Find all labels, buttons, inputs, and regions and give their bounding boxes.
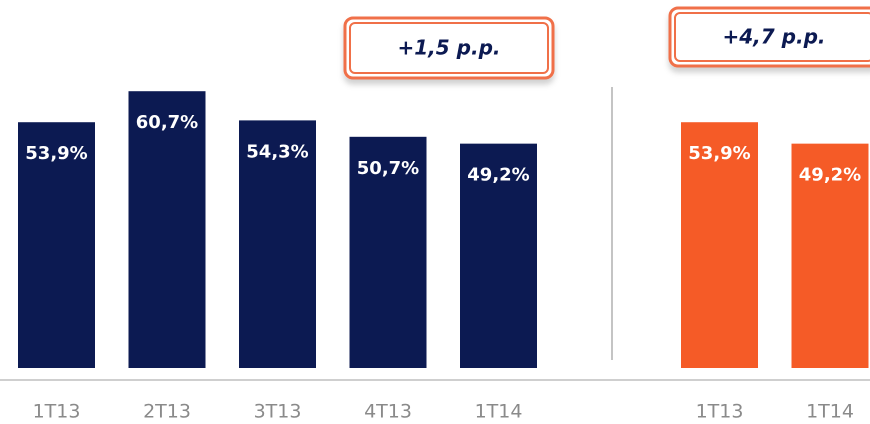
annotation-box-inner: [674, 12, 870, 62]
bar: [239, 120, 316, 368]
value-label: 53,9%: [688, 143, 750, 164]
annotation: +4,7 p.p.: [723, 25, 826, 49]
value-label: 50,7%: [357, 158, 419, 179]
value-label: 53,9%: [25, 143, 87, 164]
bar: [460, 143, 537, 368]
value-label: 49,2%: [799, 165, 861, 186]
value-label: 54,3%: [246, 141, 308, 162]
bar: [681, 122, 758, 368]
bar: [349, 136, 427, 368]
x-tick-label: 1T14: [475, 401, 523, 423]
annotation-box-inner: [349, 22, 549, 74]
x-tick-label: 1T14: [806, 401, 854, 423]
bar: [128, 91, 206, 368]
x-tick-label: 1T13: [33, 401, 81, 423]
bar: [791, 143, 869, 368]
x-tick-label: 3T13: [254, 401, 302, 423]
annotation-box: [343, 16, 555, 80]
x-tick-label: 4T13: [364, 401, 412, 423]
value-label: 60,7%: [136, 112, 198, 133]
x-tick-label: 1T13: [696, 401, 744, 423]
value-label: 49,2%: [467, 165, 529, 186]
x-tick-label: 2T13: [143, 401, 191, 423]
annotation-box: [668, 6, 870, 68]
annotation: +1,5 p.p.: [398, 36, 501, 60]
bar: [18, 122, 95, 368]
